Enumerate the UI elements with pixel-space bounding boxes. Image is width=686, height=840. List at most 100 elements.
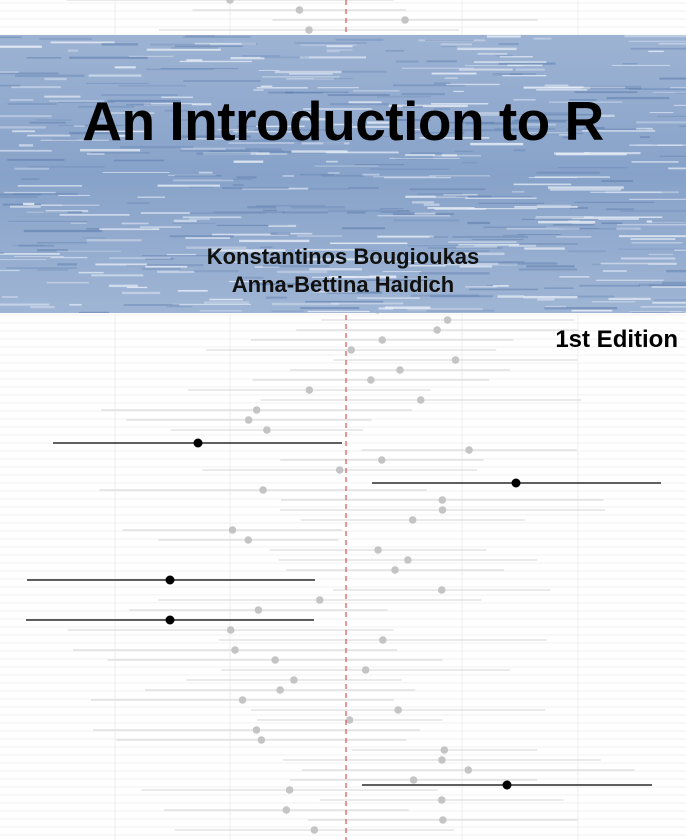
- texture-streak: [526, 265, 575, 268]
- texture-streak: [180, 150, 250, 152]
- texture-streak: [37, 249, 68, 252]
- texture-streak: [254, 266, 280, 268]
- texture-streak: [56, 263, 78, 266]
- texture-streak: [327, 94, 390, 97]
- texture-streak: [178, 135, 251, 138]
- background-point: [433, 326, 441, 334]
- texture-streak: [51, 138, 77, 141]
- texture-streak: [204, 301, 250, 304]
- texture-streak: [207, 150, 226, 153]
- texture-streak: [513, 98, 536, 101]
- texture-streak: [247, 206, 277, 209]
- texture-streak: [88, 74, 142, 77]
- texture-streak: [536, 204, 571, 206]
- texture-streak: [636, 127, 653, 130]
- texture-streak: [128, 55, 174, 57]
- texture-streak: [419, 137, 490, 139]
- texture-streak: [9, 99, 34, 101]
- texture-streak: [428, 247, 503, 249]
- texture-streak: [28, 204, 100, 206]
- texture-streak: [379, 208, 404, 210]
- texture-streak: [582, 129, 656, 132]
- title-band: An Introduction to R Konstantinos Bougio…: [0, 35, 686, 313]
- texture-streak: [243, 276, 264, 279]
- texture-streak: [409, 188, 486, 191]
- texture-streak: [17, 185, 83, 187]
- texture-streak: [13, 192, 78, 196]
- texture-streak: [424, 39, 474, 42]
- background-point: [252, 726, 261, 734]
- texture-streak: [669, 311, 686, 313]
- texture-streak: [410, 152, 443, 154]
- texture-streak: [418, 39, 486, 42]
- background-point: [238, 696, 247, 704]
- texture-streak: [523, 295, 578, 299]
- texture-streak: [291, 150, 348, 153]
- texture-streak: [651, 286, 686, 288]
- texture-streak: [121, 222, 149, 225]
- texture-streak: [150, 43, 211, 46]
- texture-streak: [395, 60, 419, 63]
- texture-streak: [419, 272, 490, 275]
- texture-streak: [536, 89, 588, 91]
- texture-streak: [446, 83, 500, 86]
- texture-streak: [187, 137, 240, 140]
- texture-streak: [285, 91, 349, 93]
- texture-streak: [123, 304, 180, 306]
- texture-streak: [183, 36, 251, 38]
- texture-streak: [210, 150, 285, 152]
- texture-streak: [517, 123, 556, 126]
- texture-streak: [558, 134, 576, 136]
- texture-streak: [73, 125, 85, 127]
- texture-streak: [0, 72, 59, 75]
- texture-streak: [640, 306, 686, 308]
- texture-streak: [253, 283, 318, 286]
- texture-streak: [431, 72, 477, 75]
- texture-streak: [538, 221, 596, 224]
- texture-streak: [670, 86, 686, 89]
- texture-streak: [301, 142, 350, 145]
- texture-streak: [209, 298, 243, 301]
- texture-streak: [0, 193, 41, 196]
- texture-streak: [256, 153, 288, 155]
- texture-streak: [519, 268, 578, 271]
- texture-streak: [109, 257, 171, 259]
- texture-streak: [305, 300, 384, 303]
- texture-streak: [657, 144, 686, 146]
- texture-streak: [326, 151, 399, 154]
- texture-streak: [221, 261, 243, 263]
- texture-streak: [40, 139, 109, 141]
- edition-label: 1st Edition: [555, 326, 678, 353]
- texture-streak: [229, 280, 270, 283]
- background-point: [335, 466, 344, 474]
- texture-streak: [289, 73, 333, 75]
- texture-streak: [126, 286, 148, 289]
- texture-streak: [59, 214, 130, 216]
- texture-streak: [498, 262, 558, 265]
- background-point: [305, 386, 314, 394]
- texture-streak: [314, 165, 379, 167]
- texture-streak: [317, 87, 359, 89]
- texture-streak: [514, 114, 594, 116]
- background-point: [367, 376, 375, 384]
- texture-streak: [657, 115, 686, 117]
- texture-streak: [261, 76, 340, 78]
- texture-streak: [258, 69, 280, 71]
- background-point: [226, 0, 234, 4]
- texture-streak: [533, 37, 552, 40]
- texture-streak: [326, 45, 353, 48]
- texture-streak: [276, 270, 328, 274]
- texture-streak: [185, 35, 215, 37]
- background-point: [391, 566, 399, 574]
- texture-streak: [606, 96, 670, 100]
- texture-streak: [630, 238, 676, 241]
- texture-streak: [126, 104, 192, 106]
- texture-streak: [164, 109, 192, 112]
- background-point: [226, 626, 235, 634]
- texture-streak: [444, 77, 458, 79]
- background-point: [378, 336, 387, 344]
- texture-streak: [141, 267, 181, 271]
- texture-streak: [463, 114, 524, 116]
- texture-streak: [297, 235, 343, 237]
- texture-streak: [395, 260, 420, 263]
